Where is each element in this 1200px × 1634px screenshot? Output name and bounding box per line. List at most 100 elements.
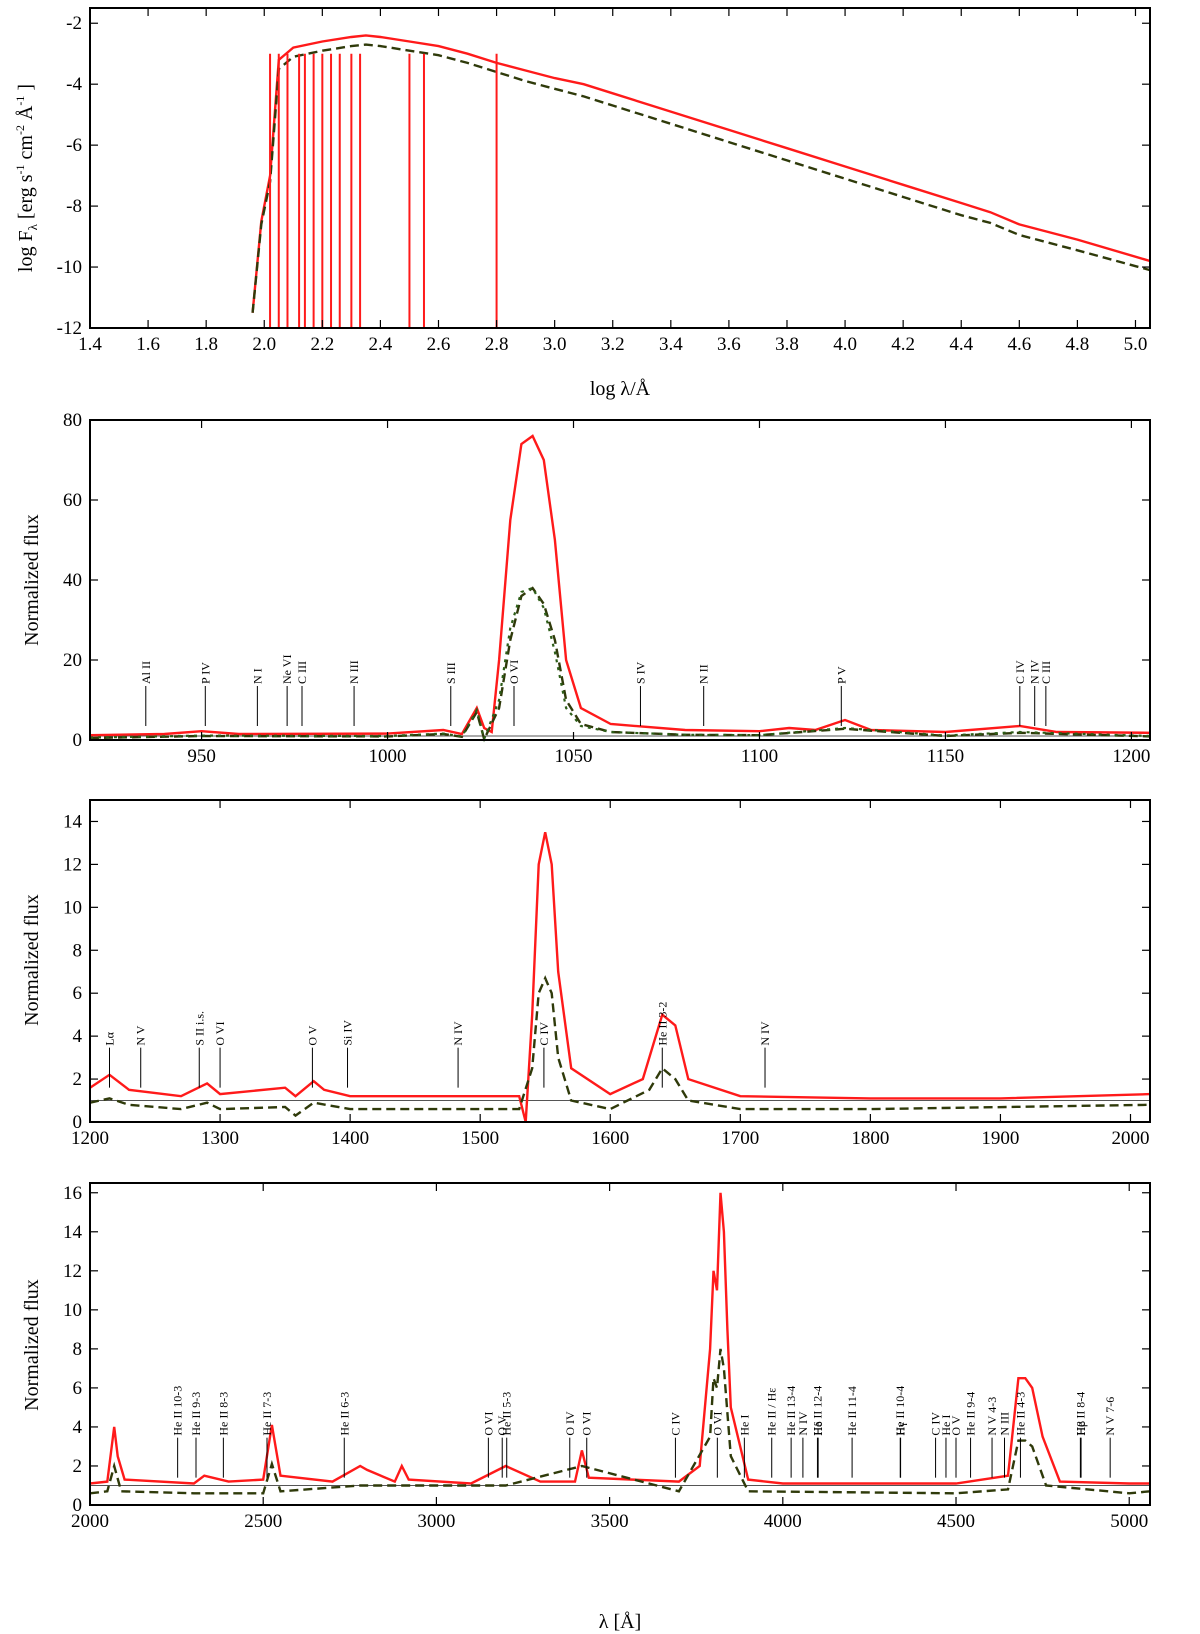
y-tick-label: 0 (73, 1495, 83, 1516)
panel-uv: 1200 1300 1400 1500 1600 1700 1800 1900 2000 0 2 4 6… (63, 799, 1151, 1149)
x-tick-label: 4000 (764, 1511, 802, 1532)
y-tick-label: 12 (63, 854, 82, 875)
plot-frame (89, 1182, 1151, 1506)
line-id-label: Ne VI (280, 655, 294, 684)
line-id-label: He II 10-3 (171, 1386, 185, 1436)
svg-text:log Fλ [erg s-1 cm-2 Å-1 ]: log Fλ [erg s-1 cm-2 Å-1 ] (13, 84, 40, 272)
line-id-label: He II 8-4 (1073, 1392, 1087, 1436)
line-id-label: He II 9-3 (189, 1392, 203, 1436)
y-tick-label: 40 (63, 570, 82, 591)
x-tick-label: 2.6 (427, 334, 451, 355)
y-tick-label: 10 (63, 1300, 82, 1321)
series-dashed-line (251, 43, 1151, 313)
y-tick-label: 6 (73, 983, 83, 1004)
line-id-label: C IV (929, 1412, 943, 1436)
line-id-label: He I (939, 1415, 953, 1436)
y-tick-label: 4 (73, 1417, 83, 1438)
y-tick-label: 4 (73, 1026, 83, 1047)
x-tick-label: 1000 (369, 746, 407, 767)
line-id-label: He II 13-4 (784, 1386, 798, 1436)
line-id-label: N III (347, 660, 361, 684)
line-id-label: He II 6-3 (337, 1392, 351, 1436)
y-tick-label: 80 (63, 410, 82, 431)
line-id-label: Hδ (811, 1421, 825, 1436)
line-id-label: He II 10-4 (893, 1386, 907, 1436)
line-id-label: Hγ (894, 1421, 908, 1436)
line-id-label: N V (134, 1025, 148, 1045)
y-tick-label: -12 (57, 318, 82, 339)
line-id-label: O VI (481, 1412, 495, 1436)
line-id-label: S II i.s. (192, 1011, 206, 1046)
line-id-label: P V (834, 666, 848, 684)
x-tick-label: 3500 (591, 1511, 629, 1532)
line-id-label: C IV (668, 1412, 682, 1436)
line-id-label: S III (444, 662, 458, 684)
series-solid-line (89, 831, 1151, 1123)
x-tick-label: 2.4 (369, 334, 393, 355)
line-id-label: C III (295, 661, 309, 684)
panel-optical-ylabel: Normalized flux (21, 1279, 43, 1411)
line-id-label: N IV (758, 1021, 772, 1046)
y-tick-label: -2 (66, 13, 82, 34)
y-tick-label: 14 (63, 1222, 83, 1243)
x-tick-label: 1500 (461, 1128, 499, 1149)
y-tick-label: 16 (63, 1183, 82, 1204)
plot-frame (89, 799, 1151, 1123)
x-tick-label: 4500 (937, 1511, 975, 1532)
panel-sed-ylabel-ang: Å (15, 105, 37, 120)
line-id-label: O VI (507, 660, 521, 684)
plot-frame (89, 419, 1151, 741)
x-tick-label: 1.8 (194, 334, 218, 355)
series-solid-line (251, 34, 1151, 313)
y-tick-label: -10 (57, 257, 82, 278)
panel-sed-ylabel-units: [erg s (15, 174, 37, 219)
x-tick-label: 3.6 (717, 334, 741, 355)
line-id-label: N IV (1028, 659, 1042, 684)
series-solid-line (89, 434, 1151, 737)
line-id-label: He II 8-3 (216, 1392, 230, 1436)
plot-frame (89, 7, 1151, 329)
line-id-label: N IV (796, 1411, 810, 1436)
panel-sed-ylabel-sub: λ (25, 223, 40, 230)
x-tick-label: 1900 (981, 1128, 1019, 1149)
series-dashed-line (89, 586, 1151, 743)
line-id-label: Lα (103, 1031, 117, 1045)
line-id-label: O VI (710, 1412, 724, 1436)
x-tick-label: 1200 (71, 1128, 109, 1149)
y-tick-label: 0 (73, 1112, 83, 1133)
y-tick-label: 2 (73, 1456, 83, 1477)
y-tick-label: -8 (66, 196, 82, 217)
x-tick-label: 2000 (1111, 1128, 1149, 1149)
panel-sed-ylabel-exp2: -2 (13, 125, 27, 135)
x-tick-label: 3.2 (601, 334, 625, 355)
y-tick-label: 8 (73, 1339, 83, 1360)
x-tick-label: 1100 (741, 746, 778, 767)
x-tick-label: 2.8 (485, 334, 509, 355)
line-id-label: O VI (580, 1412, 594, 1436)
panel-sed-ylabel-logf: log F (15, 230, 37, 272)
x-tick-label: 2500 (244, 1511, 282, 1532)
series-dashed-line (89, 975, 1151, 1118)
line-id-label: N III (998, 1412, 1012, 1436)
x-tick-label: 2.2 (310, 334, 334, 355)
series-solid-line (89, 1192, 1150, 1485)
panel-sed-ylabel-exp1: -1 (13, 164, 27, 174)
x-tick-label: 1.6 (136, 334, 160, 355)
x-tick-label: 4.4 (949, 334, 973, 355)
y-tick-label: 8 (73, 940, 83, 961)
y-tick-label: 12 (63, 1261, 82, 1282)
x-tick-label: 1400 (331, 1128, 369, 1149)
panel-far-uv: 950 1000 1050 1100 1150 1200 0 20 40 60 80 Al II P I… (63, 410, 1151, 767)
line-id-label: Si IV (341, 1020, 355, 1046)
line-id-label: N II (697, 664, 711, 684)
line-id-label: He II 9-4 (964, 1392, 978, 1436)
line-id-label: He II 11-4 (845, 1386, 859, 1436)
x-tick-label: 3.4 (659, 334, 683, 355)
panel-uv-ylabel: Normalized flux (21, 894, 43, 1026)
y-tick-label: 2 (73, 1069, 83, 1090)
line-id-label: He II / Hε (765, 1388, 779, 1436)
line-id-label: S IV (633, 661, 647, 684)
line-id-label: N I (250, 668, 264, 684)
x-tick-label: 1800 (851, 1128, 889, 1149)
